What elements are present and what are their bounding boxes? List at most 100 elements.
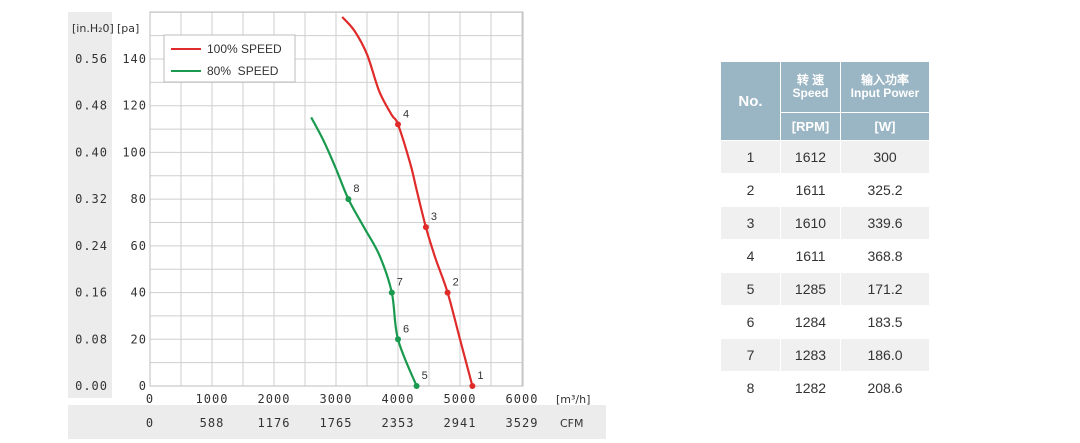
y-tick-inh2o: 0.16	[75, 286, 108, 300]
x-tick-cfm: 0	[146, 416, 154, 430]
cell-power: 171.2	[840, 272, 930, 306]
cell-speed: 1610	[780, 206, 841, 240]
table-row: 8 1282 208.6	[720, 371, 930, 405]
legend-box	[163, 34, 296, 83]
cell-speed: 1285	[780, 272, 841, 306]
fan-performance-chart: [in.H₂0] [pa] 0 20 40 60 80 100 120 140 0.00 0.08 0.…	[68, 11, 606, 439]
header-power-cn: 输入功率	[860, 73, 909, 87]
x-tick-cfm: 1176	[258, 416, 291, 430]
operating-point-3	[422, 224, 429, 231]
cell-no: 1	[720, 140, 781, 174]
y-tick-inh2o: 0.56	[75, 52, 108, 66]
x-axis-cfm-band	[68, 405, 606, 439]
x-tick-m3h: 3000	[320, 392, 353, 406]
y-tick-pa: 40	[131, 286, 147, 300]
y-axis-title-pa: [pa]	[117, 22, 139, 35]
series-line-reduced-speed	[310, 116, 418, 387]
plot-frame	[149, 11, 524, 387]
table-row: 1 1612 300	[720, 140, 930, 174]
x-tick-m3h: 4000	[382, 392, 415, 406]
cell-no: 7	[720, 338, 781, 372]
operating-point-5	[413, 383, 420, 389]
operating-point-label-3: 3	[431, 211, 437, 223]
cell-no: 2	[720, 173, 781, 207]
header-power: 输入功率 Input Power	[840, 61, 930, 113]
x-tick-m3h: 2000	[258, 392, 291, 406]
cell-no: 6	[720, 305, 781, 339]
x-tick-m3h: 1000	[196, 392, 229, 406]
cell-speed: 1283	[780, 338, 841, 372]
table-row: 3 1610 339.6	[720, 206, 930, 240]
header-speed-en: Speed	[792, 86, 829, 100]
operating-point-label-6: 6	[403, 323, 409, 335]
header-speed: 转 速 Speed	[780, 61, 841, 113]
operating-point-label-8: 8	[353, 183, 359, 195]
cell-power: 208.6	[840, 371, 930, 405]
fan-curve-svg: [in.H₂0] [pa]0204060801001201400.000.080.…	[68, 11, 606, 439]
cell-speed: 1611	[780, 173, 841, 207]
operating-point-4	[395, 121, 401, 128]
operating-point-label-4: 4	[403, 108, 409, 120]
y-tick-inh2o: 0.08	[75, 332, 108, 346]
header-speed-unit: [RPM]	[780, 112, 841, 141]
y-tick-inh2o: 0.24	[75, 239, 108, 253]
cell-power: 368.8	[840, 239, 930, 273]
y-tick-pa: 100	[122, 145, 147, 159]
operating-point-label-1: 1	[477, 370, 483, 382]
x-tick-cfm: 1765	[320, 416, 353, 430]
table-row: 2 1611 325.2	[720, 173, 930, 207]
operating-point-label-7: 7	[397, 277, 403, 289]
cell-speed: 1612	[780, 140, 841, 174]
operating-point-1	[469, 383, 476, 389]
cell-power: 186.0	[840, 338, 930, 372]
cell-speed: 1611	[780, 239, 841, 273]
operating-point-7	[388, 289, 395, 296]
y-tick-inh2o: 0.00	[75, 379, 108, 393]
x-tick-m3h: 0	[146, 392, 154, 406]
table-row: 6 1284 183.5	[720, 305, 930, 339]
header-power-unit: [W]	[840, 112, 930, 141]
table-row: 7 1283 186.0	[720, 338, 930, 372]
cell-power: 300	[840, 140, 930, 174]
x-tick-cfm: 3529	[506, 416, 539, 430]
legend-entry: 80% SPEED	[207, 64, 279, 78]
header-speed-cn: 转 速	[796, 73, 825, 87]
operating-point-label-2: 2	[453, 277, 459, 289]
operating-point-8	[345, 196, 352, 203]
legend-entry: 100% SPEED	[207, 42, 282, 56]
cell-power: 325.2	[840, 173, 930, 207]
cell-power: 183.5	[840, 305, 930, 339]
y-tick-pa: 140	[122, 52, 147, 66]
x-tick-cfm: 588	[200, 416, 225, 430]
cell-no: 5	[720, 272, 781, 306]
y-tick-inh2o: 0.48	[75, 99, 108, 113]
x-axis-unit-m3h: [m³/h]	[556, 393, 590, 406]
y-tick-pa: 60	[131, 239, 147, 253]
cell-power: 339.6	[840, 206, 930, 240]
header-power-en: Input Power	[850, 86, 920, 100]
table-row: 4 1611 368.8	[720, 239, 930, 273]
cell-no: 3	[720, 206, 781, 240]
cell-no: 8	[720, 371, 781, 405]
x-tick-cfm: 2353	[382, 416, 415, 430]
x-tick-m3h: 5000	[444, 392, 477, 406]
x-axis-unit-cfm: CFM	[560, 417, 584, 430]
cell-no: 4	[720, 239, 781, 273]
y-tick-inh2o: 0.40	[75, 145, 108, 159]
y-tick-pa: 0	[139, 379, 147, 393]
y-axis-title-inh2o: [in.H₂0]	[72, 22, 114, 35]
table-row: 5 1285 171.2	[720, 272, 930, 306]
operating-point-6	[395, 336, 401, 343]
cell-speed: 1284	[780, 305, 841, 339]
y-tick-pa: 120	[122, 99, 147, 113]
header-no: No.	[720, 61, 781, 141]
x-tick-m3h: 6000	[506, 392, 539, 406]
performance-table: No. 转 速 Speed 输入功率 Input Power [RPM] [W]…	[720, 61, 930, 405]
y-tick-pa: 20	[131, 332, 147, 346]
y-tick-pa: 80	[131, 192, 147, 206]
cell-speed: 1282	[780, 371, 841, 405]
y-tick-inh2o: 0.32	[75, 192, 108, 206]
y-axis-inh2o-band	[68, 12, 112, 398]
x-tick-cfm: 2941	[444, 416, 477, 430]
operating-point-2	[444, 289, 451, 296]
